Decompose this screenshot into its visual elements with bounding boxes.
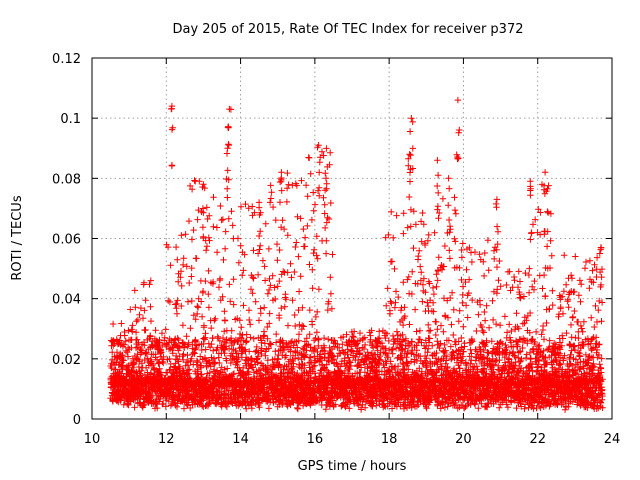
data-points (107, 96, 606, 413)
grid-lines (92, 58, 612, 419)
x-tick-label: 10 (84, 432, 101, 447)
y-tick-label: 0.1 (60, 112, 81, 127)
x-tick-label: 16 (307, 432, 324, 447)
y-tick-label: 0.02 (52, 353, 81, 368)
x-axis-label: GPS time / hours (298, 459, 407, 474)
x-tick-label: 12 (158, 432, 175, 447)
x-tick-labels: 10 12 14 16 18 20 22 24 (84, 432, 621, 447)
y-tick-label: 0 (73, 413, 81, 428)
x-tick-label: 24 (604, 432, 621, 447)
x-tick-label: 18 (381, 432, 398, 447)
x-tick-label: 22 (529, 432, 546, 447)
y-tick-label: 0.12 (52, 52, 81, 67)
y-tick-labels: 0 0.02 0.04 0.06 0.08 0.1 0.12 (52, 52, 81, 428)
chart-title: Day 205 of 2015, Rate Of TEC Index for r… (173, 22, 524, 37)
x-tick-label: 14 (232, 432, 249, 447)
y-tick-label: 0.04 (52, 293, 81, 308)
x-tick-label: 20 (455, 432, 472, 447)
roti-plus-markers (107, 96, 606, 413)
y-axis-label: ROTI / TECUs (10, 195, 25, 280)
axis-ticks (91, 57, 613, 420)
y-tick-label: 0.06 (52, 233, 81, 248)
y-tick-label: 0.08 (52, 172, 81, 187)
